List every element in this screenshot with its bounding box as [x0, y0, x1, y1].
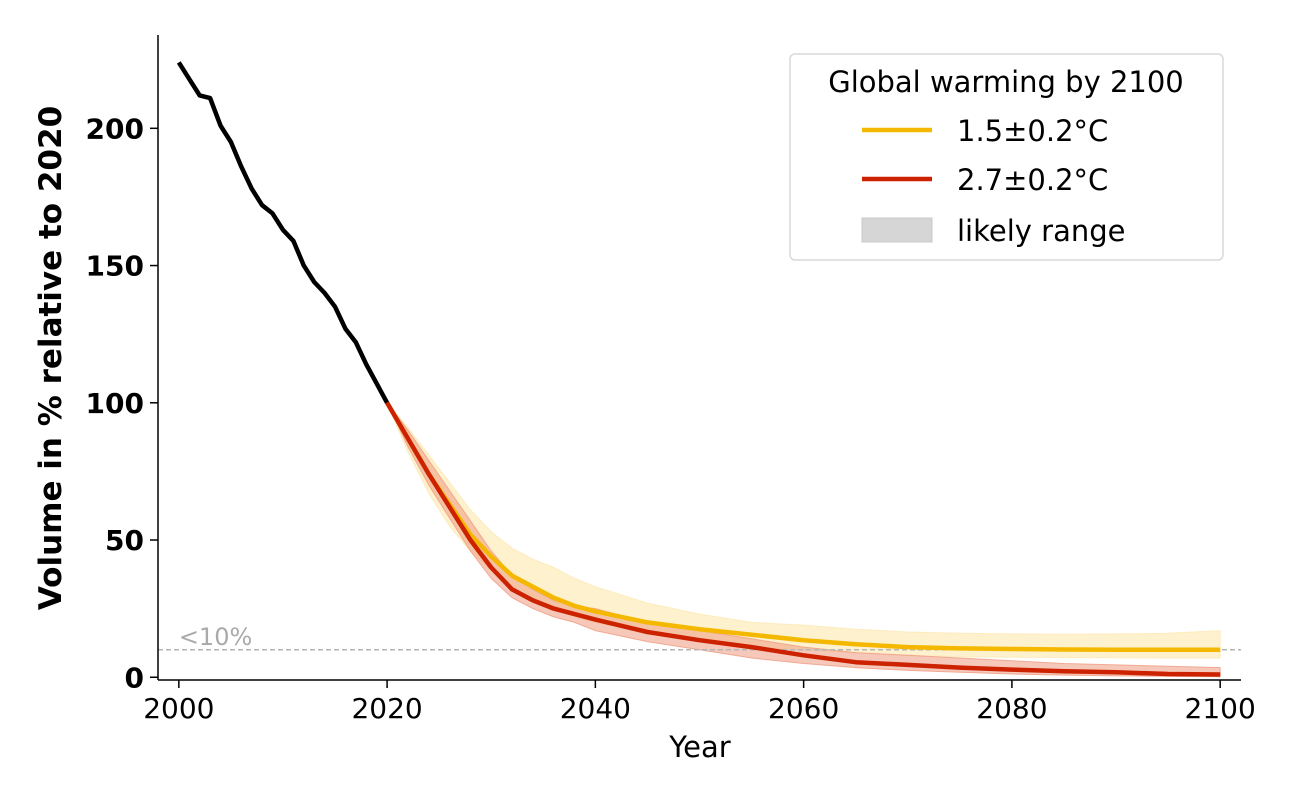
- legend-label-2-7c: 2.7±0.2°C: [957, 163, 1108, 197]
- legend-frame: [789, 53, 1224, 261]
- x-tick-label: 2080: [976, 692, 1047, 725]
- x-tick-label: 2020: [351, 692, 422, 725]
- legend-title: Global warming by 2100: [828, 65, 1184, 99]
- y-tick-label: 150: [86, 250, 144, 283]
- observed-line: [176, 61, 390, 404]
- likely-range-band-2-7c: [386, 402, 1221, 678]
- x-ticks: 2000 2020 2040 2060 2080 2100: [143, 680, 1256, 725]
- y-axis-label: Volume in % relative to 2020: [33, 106, 69, 610]
- y-tick-label: 100: [86, 387, 144, 420]
- x-axis-label: Year: [668, 730, 730, 764]
- x-tick-label: 2100: [1185, 692, 1256, 725]
- series-lines: [176, 61, 1221, 677]
- likely-range-bands: [386, 402, 1221, 678]
- legend-label-likely-range: likely range: [957, 214, 1125, 248]
- y-tick-label: 50: [105, 524, 144, 557]
- axes: [157, 35, 1241, 681]
- threshold-group: <10%: [158, 623, 1241, 651]
- y-ticks: 0 50 100 150 200: [86, 112, 158, 694]
- legend: Global warming by 2100 1.5±0.2°C 2.7±0.2…: [789, 53, 1224, 261]
- y-tick-label: 0: [125, 661, 144, 694]
- threshold-label: <10%: [179, 623, 252, 651]
- likely-range-band-1-5c: [386, 402, 1221, 659]
- series-line-1-5c: [385, 401, 1221, 653]
- x-tick-label: 2000: [143, 692, 214, 725]
- series-line-2-7c: [385, 401, 1221, 677]
- x-tick-label: 2040: [560, 692, 631, 725]
- x-tick-label: 2060: [768, 692, 839, 725]
- legend-label-1-5c: 1.5±0.2°C: [957, 114, 1108, 148]
- legend-patch-likely-range: [861, 217, 933, 243]
- y-tick-label: 200: [86, 112, 144, 145]
